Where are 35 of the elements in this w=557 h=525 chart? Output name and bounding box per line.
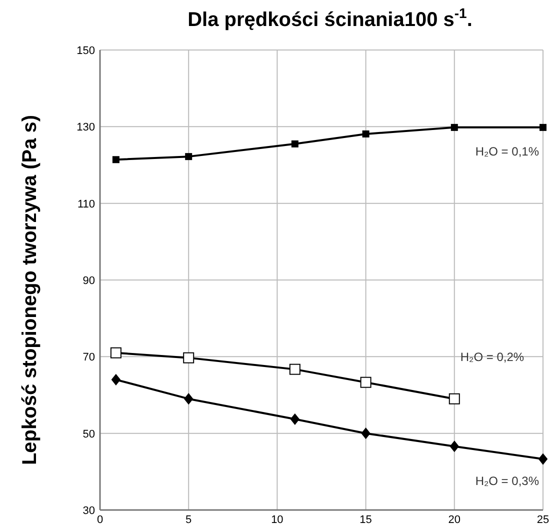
series-label: H₂O = 0,3%: [475, 474, 540, 488]
point: [362, 130, 370, 138]
y-tick-label: 130: [76, 122, 95, 134]
chart-title: Dla prędkości ścinania100 s$^{-1}$.: [188, 5, 472, 31]
y-tick-label: 70: [82, 352, 95, 364]
x-tick-label: 15: [360, 514, 372, 525]
x-tick-label: 0: [96, 514, 104, 525]
point: [111, 374, 120, 386]
point: [448, 393, 460, 404]
text: H₂O = 0,2%: [460, 350, 524, 364]
point: [540, 124, 546, 131]
point: [360, 376, 372, 388]
y-tick-label: 150: [76, 45, 95, 57]
point: [110, 347, 122, 358]
point: [291, 140, 298, 148]
y-tick-label: 50: [82, 428, 95, 440]
x-tick-label: 5: [186, 514, 192, 525]
point: [450, 440, 459, 452]
point: [450, 124, 458, 131]
y-axis-title: Lepkość stopionego tworzywa (Pa s): [19, 114, 41, 466]
point: [184, 393, 194, 404]
y-tick-label: 90: [82, 275, 95, 287]
point: [289, 364, 300, 375]
x-tick-label: 20: [448, 514, 461, 525]
point: [183, 352, 194, 364]
y-tick-label: 110: [77, 198, 95, 210]
point: [538, 454, 548, 465]
x-tick-label: 25: [536, 514, 550, 525]
series-label: H₂O = 0,1%: [475, 144, 540, 158]
point: [185, 153, 192, 160]
y-tick-label: 30: [82, 505, 95, 517]
point: [290, 414, 300, 425]
x-tick-label: 10: [271, 514, 284, 525]
point: [361, 428, 370, 439]
point: [112, 156, 120, 164]
